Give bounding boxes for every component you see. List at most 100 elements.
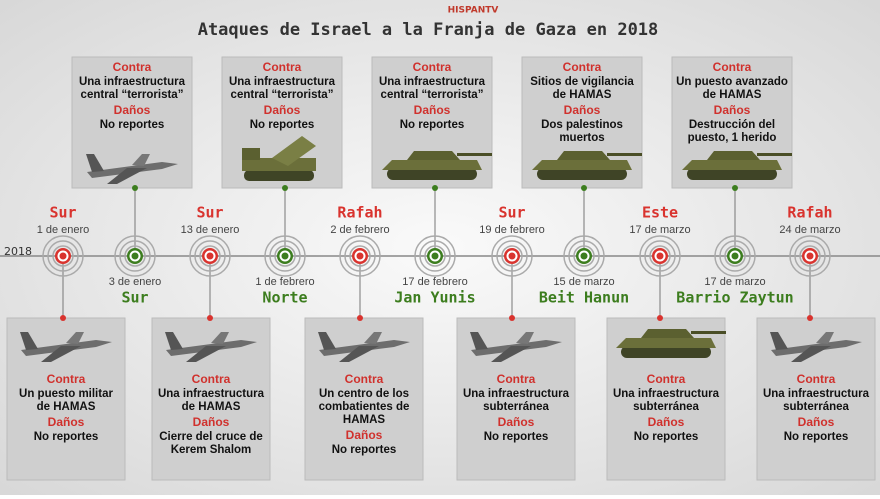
marker-ring [496,240,528,272]
against-label: Contra [797,372,836,386]
against-label: Contra [345,372,384,386]
tank-track [621,346,711,358]
marker-ring [124,245,146,267]
damage-label: Daños [714,103,751,117]
marker-ring [491,235,533,277]
against-label: Contra [713,60,752,74]
stem-dot [432,185,438,191]
damage-label: Daños [414,103,451,117]
target-text: de HAMAS [703,89,762,101]
plane-icon [86,154,178,184]
marker-ring [649,245,671,267]
date: 19 de febrero [479,224,544,236]
plane-wing [186,346,226,362]
marker-inner [806,252,814,260]
tank-gun [457,153,492,156]
stem-dot [807,315,813,321]
against-label: Contra [113,60,152,74]
against-label: Contra [563,60,602,74]
marker-ring [714,235,756,277]
place: Sur [49,204,76,222]
date: 17 de febrero [402,276,467,288]
launcher-pod [272,136,316,166]
stem-dot [357,315,363,321]
against-label: Contra [413,60,452,74]
place: Beit Hanun [539,289,629,307]
plane-wing-top [816,332,834,344]
date: 1 de enero [37,224,90,236]
logo: HISPANTV [448,6,499,16]
target-text: Un puesto militar [19,388,113,400]
marker-ring [501,245,523,267]
target-text: central “terrorista” [81,89,184,101]
date: 3 de enero [109,276,162,288]
damage-label: Daños [264,103,301,117]
tank-turret [557,151,610,160]
marker-ring [274,245,296,267]
against-label: Contra [647,372,686,386]
target-text: HAMAS [343,414,385,426]
tank-track [387,168,477,180]
marker-ring [414,235,456,277]
target-text: Una infraestructura [158,388,265,400]
marker-ring [724,245,746,267]
year: 2018 [4,245,32,258]
marker-ring [644,240,676,272]
marker-ring [269,240,301,272]
damage-text: No reportes [332,444,397,456]
target-text: Una infraestructura [79,76,186,88]
stem-dot [732,185,738,191]
marker-ring [264,235,306,277]
against-label: Contra [263,60,302,74]
damage-text: muertos [559,132,604,144]
marker-ring [42,235,84,277]
plane-wing [791,346,831,362]
tank-gun [607,153,642,156]
damage-text: Destrucción del [689,119,775,131]
target-text: Un puesto avanzado [676,76,788,88]
damage-text: puesto, 1 herido [688,132,777,144]
marker-inner [356,252,364,260]
damage-label: Daños [346,428,383,442]
place: Jan Yunis [394,289,475,307]
date: 1 de febrero [255,276,314,288]
marker-ring [349,245,371,267]
date: 17 de marzo [629,224,690,236]
marker-ring [563,235,605,277]
plane-wing-top [66,332,84,344]
stem-dot [132,185,138,191]
marker-ring [573,245,595,267]
plane-wing [41,346,81,362]
marker-ring [719,240,751,272]
marker-inner [281,252,289,260]
tank-turret [641,329,694,338]
plane-icon [318,332,410,362]
target-text: subterránea [783,401,849,413]
place: Sur [121,289,148,307]
damage-text: No reportes [484,431,549,443]
tank-track [687,168,777,180]
marker-ring [789,235,831,277]
plane-tail [165,332,183,350]
place: Este [642,204,678,222]
place: Rafah [787,204,832,222]
date: 13 de enero [181,224,240,236]
tank-icon [382,151,492,180]
target-text: Una infraestructura [379,76,486,88]
place: Norte [262,289,307,307]
damage-text: No reportes [34,431,99,443]
date: 2 de febrero [330,224,389,236]
tank-hull [382,160,482,170]
tank-icon [532,151,642,180]
plane-tail [770,332,788,350]
target-text: subterránea [483,401,549,413]
stem-dot [207,315,213,321]
date: 24 de marzo [779,224,840,236]
tank-turret [407,151,460,160]
tank-icon [682,151,792,180]
tank-hull [532,160,632,170]
marker-ring [52,245,74,267]
marker-inner [731,252,739,260]
marker-ring [114,235,156,277]
place: Sur [498,204,525,222]
